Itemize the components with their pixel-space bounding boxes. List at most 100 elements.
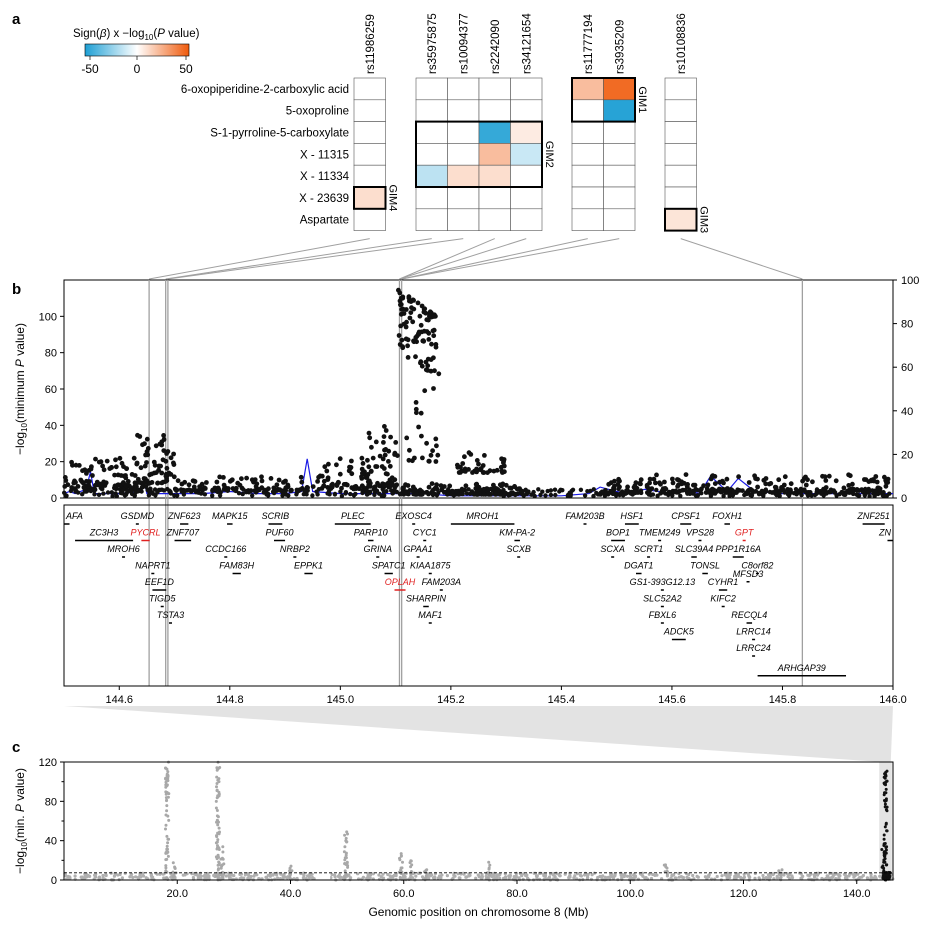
association-point (599, 489, 605, 494)
association-point (322, 464, 328, 470)
association-point (516, 487, 521, 492)
association-point (501, 493, 506, 499)
association-point (382, 424, 387, 429)
association-point (366, 484, 371, 489)
gim-box (415, 120, 543, 188)
y-tick-label: 0 (51, 875, 57, 887)
zoom-wedge-shape (64, 706, 893, 762)
association-point (413, 406, 419, 412)
y-right-tick-label: 80 (901, 319, 913, 331)
chromosome-point (753, 876, 757, 881)
gene-label: FBXL6 (649, 610, 677, 620)
association-point (823, 478, 829, 483)
peak-point (777, 869, 781, 873)
peak-point (164, 813, 168, 817)
peak-point (665, 872, 669, 876)
gene-label: SCXA (600, 544, 625, 554)
peak-point (883, 802, 887, 806)
association-point (403, 482, 408, 488)
association-point (489, 486, 495, 492)
chromosome-point (674, 876, 678, 880)
association-point (708, 476, 714, 482)
chromosome-point (474, 876, 478, 880)
peak-point (344, 836, 348, 840)
peak-point (398, 858, 402, 862)
chromosome-point (104, 873, 108, 878)
chromosome-point (227, 873, 231, 877)
peak-point (487, 860, 491, 864)
association-point (266, 486, 271, 492)
peak-point (343, 845, 347, 849)
chromosome-point (746, 871, 750, 876)
peak-point (424, 869, 428, 872)
association-point (826, 473, 832, 479)
chromosome-point (138, 871, 142, 875)
chromosome-point (865, 876, 870, 880)
association-point (433, 459, 439, 464)
gene-label: CCDC166 (205, 544, 246, 554)
chromosome-point (430, 873, 434, 877)
heatmap-cell (353, 164, 386, 188)
chromosome-point (609, 874, 613, 878)
association-point (362, 469, 367, 475)
association-point (403, 490, 408, 495)
chromosome-point (547, 876, 551, 880)
heatmap-cell (510, 77, 543, 101)
association-point (186, 482, 192, 488)
association-point (476, 461, 481, 467)
peak-point (165, 834, 169, 838)
chromosome-point (281, 874, 285, 878)
chromosome-point (815, 872, 819, 876)
chromosome-point (601, 874, 605, 878)
snp-connector-line (165, 238, 432, 280)
association-point (854, 492, 859, 497)
association-point (275, 488, 280, 493)
gene-label: SHARPIN (406, 594, 447, 604)
chromosome-point (590, 873, 594, 877)
association-point (88, 488, 94, 494)
association-point (310, 493, 315, 498)
association-point (519, 488, 525, 494)
chromosome-point (852, 875, 856, 879)
chromosome-point (457, 876, 461, 880)
association-point (585, 489, 590, 494)
association-point (381, 440, 386, 445)
association-point (462, 454, 467, 460)
peak-point (884, 808, 888, 812)
heatmap-cell (415, 208, 448, 231)
chromosome-point (680, 875, 684, 879)
association-point (756, 492, 762, 497)
peak-point (344, 851, 348, 855)
colorbar-tick-label: 0 (134, 62, 141, 76)
peak-point (164, 866, 168, 870)
association-point (410, 297, 416, 303)
association-point (149, 471, 155, 477)
association-point (793, 487, 799, 492)
peak-point (425, 871, 428, 875)
association-point (558, 487, 563, 492)
association-point (145, 446, 151, 451)
association-point (712, 474, 718, 479)
heatmap-cell (415, 164, 448, 188)
association-point (377, 453, 383, 459)
gene-label: SCRT1 (634, 544, 663, 554)
gim-box (571, 77, 636, 123)
peak-point (164, 858, 168, 862)
association-point (371, 487, 376, 492)
heatmap-cell (478, 208, 511, 231)
snp-label: rs34121654 (521, 13, 533, 74)
association-point (159, 487, 164, 492)
association-point (391, 483, 396, 488)
association-point (846, 483, 852, 488)
association-point (637, 481, 642, 486)
chromosome-point (338, 875, 342, 880)
peak-point (165, 876, 169, 880)
association-point (171, 474, 177, 480)
association-point (823, 485, 829, 490)
association-point (455, 462, 460, 468)
chromosome-point (433, 875, 437, 879)
chromosome-point (377, 873, 381, 877)
association-point (96, 492, 102, 497)
association-point (430, 448, 435, 454)
chromosome-point (141, 874, 146, 878)
